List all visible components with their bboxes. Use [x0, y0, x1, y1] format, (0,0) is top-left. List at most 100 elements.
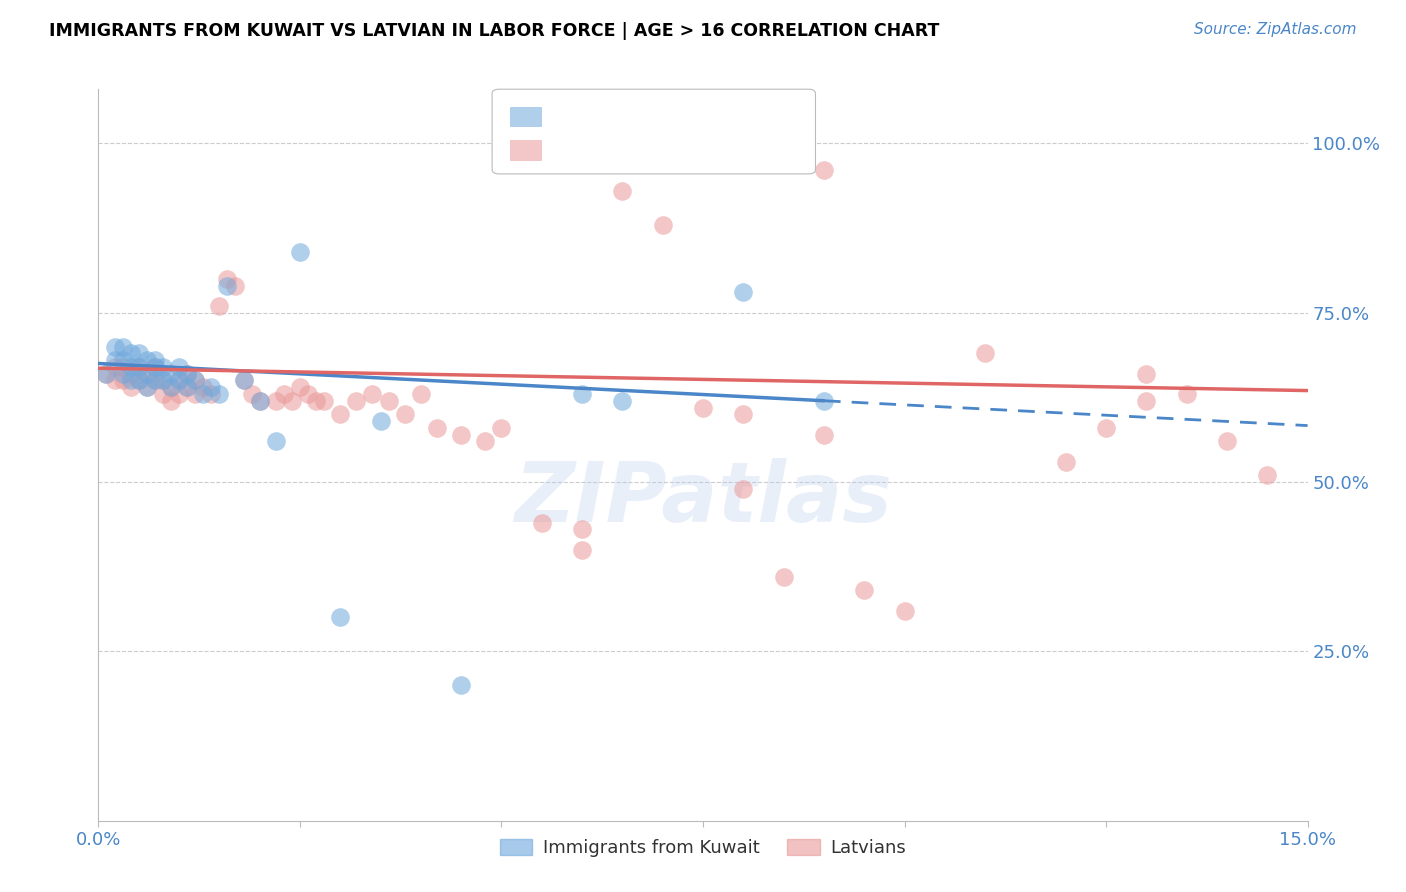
Point	[103, 359, 125, 374]
Point	[152, 373, 174, 387]
Point	[394, 407, 416, 421]
Point	[264, 393, 287, 408]
Point	[184, 387, 207, 401]
Point	[143, 373, 166, 387]
Point	[853, 583, 876, 598]
Point	[103, 353, 125, 368]
Point	[160, 380, 183, 394]
Point	[176, 367, 198, 381]
Point	[571, 542, 593, 557]
Point	[377, 393, 399, 408]
Point	[361, 387, 384, 401]
Text: 42: 42	[702, 106, 725, 124]
Text: -0.127: -0.127	[586, 139, 645, 157]
Point	[651, 218, 673, 232]
Point	[813, 393, 835, 408]
Point	[135, 353, 157, 368]
Point	[217, 278, 239, 293]
Point	[772, 570, 794, 584]
Point	[329, 407, 352, 421]
Point	[1135, 367, 1157, 381]
Point	[409, 387, 432, 401]
Point	[96, 367, 118, 381]
Point	[193, 380, 215, 394]
Point	[264, 434, 287, 449]
Point	[612, 184, 634, 198]
Text: ZIPatlas: ZIPatlas	[515, 458, 891, 540]
Legend: Immigrants from Kuwait, Latvians: Immigrants from Kuwait, Latvians	[491, 830, 915, 866]
Point	[111, 367, 134, 381]
Point	[135, 367, 157, 381]
Text: R =: R =	[553, 139, 589, 157]
Point	[288, 380, 311, 394]
Text: N =: N =	[668, 139, 704, 157]
Point	[612, 393, 634, 408]
Point	[135, 380, 157, 394]
Point	[249, 393, 271, 408]
Point	[893, 604, 915, 618]
Point	[128, 373, 150, 387]
Point	[1216, 434, 1239, 449]
Point	[152, 359, 174, 374]
Text: -0.171: -0.171	[586, 106, 645, 124]
Point	[103, 373, 125, 387]
Point	[305, 393, 328, 408]
Text: R =: R =	[553, 106, 589, 124]
Point	[143, 353, 166, 368]
Point	[208, 387, 231, 401]
Point	[491, 421, 513, 435]
Point	[249, 393, 271, 408]
Point	[128, 346, 150, 360]
Point	[240, 387, 263, 401]
Text: Source: ZipAtlas.com: Source: ZipAtlas.com	[1194, 22, 1357, 37]
Point	[1135, 393, 1157, 408]
Point	[120, 380, 142, 394]
Point	[450, 427, 472, 442]
Point	[120, 346, 142, 360]
Point	[111, 340, 134, 354]
Point	[813, 163, 835, 178]
Point	[200, 387, 222, 401]
Point	[103, 340, 125, 354]
Point	[224, 278, 246, 293]
Point	[111, 373, 134, 387]
Point	[143, 359, 166, 374]
Point	[128, 373, 150, 387]
Point	[733, 482, 755, 496]
Point	[281, 393, 304, 408]
Point	[217, 272, 239, 286]
Point	[184, 373, 207, 387]
Point	[120, 359, 142, 374]
Point	[1054, 455, 1077, 469]
Point	[426, 421, 449, 435]
Point	[288, 244, 311, 259]
Point	[1256, 468, 1278, 483]
Point	[329, 610, 352, 624]
Point	[1095, 421, 1118, 435]
Point	[167, 373, 190, 387]
Point	[96, 367, 118, 381]
Point	[176, 380, 198, 394]
Point	[160, 367, 183, 381]
Point	[200, 380, 222, 394]
Point	[152, 387, 174, 401]
Point	[571, 523, 593, 537]
Point	[692, 401, 714, 415]
Point	[974, 346, 997, 360]
Point	[176, 380, 198, 394]
Point	[167, 373, 190, 387]
Point	[232, 373, 254, 387]
Point	[111, 353, 134, 368]
Point	[193, 387, 215, 401]
Text: N =: N =	[668, 106, 704, 124]
Point	[135, 380, 157, 394]
Point	[733, 285, 755, 300]
Point	[450, 678, 472, 692]
Point	[571, 387, 593, 401]
Point	[1175, 387, 1198, 401]
Point	[474, 434, 496, 449]
Point	[530, 516, 553, 530]
Point	[167, 359, 190, 374]
Point	[167, 387, 190, 401]
Point	[143, 373, 166, 387]
